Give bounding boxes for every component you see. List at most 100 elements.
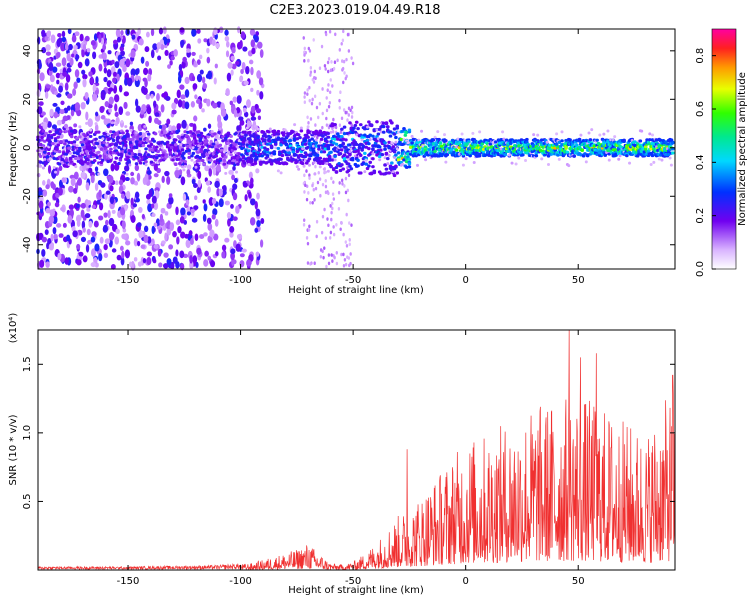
spectrogram-cell (670, 151, 675, 155)
spectrogram-cell (95, 76, 99, 84)
spectrogram-cell (46, 30, 51, 38)
spectrogram-cell (276, 169, 280, 173)
spectrogram-cell (330, 158, 335, 162)
spectrogram-cell (91, 149, 96, 153)
spectrogram-frame (37, 28, 676, 270)
spectrogram-cell (301, 147, 305, 151)
spectrogram-cell (265, 153, 270, 158)
spectrogram-cell (190, 158, 194, 162)
spectrogram-cell (56, 119, 62, 126)
colorbar-gradient (711, 28, 737, 270)
spectrogram-cell (333, 149, 337, 153)
spectrogram-cell (175, 167, 179, 171)
spectrogram-cell (157, 55, 162, 61)
spectrogram-cell (124, 77, 128, 86)
spectrogram-cell (257, 115, 262, 121)
spectrogram-cell (532, 133, 536, 137)
spectrogram-cell (246, 99, 251, 108)
spectrogram-cell (156, 93, 160, 102)
snr-scale-note: (x10⁴) (8, 313, 19, 344)
spectrogram-cell (258, 77, 264, 86)
spectrogram-cell (348, 263, 351, 268)
spectrogram-cell (326, 217, 329, 221)
spectrogram-cell (84, 58, 90, 67)
spectrogram-cell (80, 153, 85, 157)
spectrogram-cell (306, 135, 310, 139)
spectrogram-cell (153, 222, 158, 228)
spectrogram-cell (168, 155, 172, 159)
spectrogram-cell (52, 227, 57, 235)
spectrogram-cell (88, 130, 93, 134)
spectrogram-cell (361, 161, 366, 166)
spectrogram-cell (399, 137, 404, 142)
spectrogram-cell (383, 156, 387, 160)
spectrogram-cell (590, 128, 594, 132)
spectrogram-cell (91, 204, 97, 209)
spectrogram-cell (387, 140, 391, 144)
spectrogram-cell (198, 54, 203, 60)
spectrogram-cell (642, 150, 647, 154)
spectrogram-cell (190, 238, 194, 246)
spectrogram-cell (555, 132, 559, 136)
spectrogram-cell (130, 151, 135, 156)
spectrogram-cell (218, 157, 223, 161)
spectrogram-cell (524, 158, 528, 162)
spectrogram-cell (348, 242, 351, 247)
spectrogram-cell (184, 134, 189, 138)
spectrogram-cell (340, 59, 344, 63)
spectrogram-cell (120, 50, 125, 57)
spectrogram-cell (369, 172, 374, 176)
spectrogram-cell (243, 80, 249, 86)
spectrogram-cell (106, 69, 112, 78)
spectrogram-cell (483, 153, 487, 158)
spectrogram-cell (211, 197, 217, 205)
spectrogram-cell (254, 227, 259, 233)
spectrogram-cell (132, 203, 138, 208)
spectrogram-cell (376, 132, 381, 136)
snr-x-ticks: -150 -100 -50 0 50 (117, 330, 585, 587)
spectrogram-cell (393, 155, 397, 159)
spectrogram-cell (75, 53, 79, 62)
spectrogram-cell (103, 252, 109, 259)
spectrogram-cell (302, 36, 305, 40)
spectrogram-cell (80, 171, 86, 179)
spectrogram-cell (287, 158, 291, 162)
spectrogram-cell (61, 177, 66, 183)
spectrogram-cell (54, 202, 60, 208)
spectrogram-cell (517, 156, 521, 160)
spectrogram-cell (306, 92, 309, 96)
spectrogram-cell (72, 140, 77, 144)
spectrogram-cell (153, 202, 159, 211)
spectrogram-cell (171, 141, 175, 145)
spectrogram-cell (406, 152, 410, 156)
spectrogram-cell (156, 149, 160, 154)
spectrogram-cell (303, 59, 306, 63)
spectrogram-cell (98, 135, 102, 139)
spectrogram-cell (306, 241, 310, 246)
spectrogram-cell (277, 161, 282, 166)
spectrogram-cell (224, 171, 228, 175)
spectrogram-cell (215, 42, 220, 49)
spectrogram-cell (340, 163, 344, 167)
spectrogram-cell (108, 96, 114, 105)
snr-frame (37, 329, 676, 571)
spectrogram-cell (109, 130, 113, 134)
spectrogram-cell (305, 236, 309, 240)
spectrogram-cell (656, 148, 660, 152)
spectrogram-cell (326, 131, 331, 135)
spectrogram-cell (158, 130, 162, 134)
spectrogram-cell (58, 233, 64, 238)
spectrogram-cell (345, 244, 349, 248)
spectrogram-cell (206, 217, 212, 225)
spectrogram-cell (230, 252, 236, 261)
spectrogram-cell (263, 138, 267, 142)
spectrogram-cell (371, 134, 375, 138)
spectrogram-cell (146, 106, 152, 115)
spectrogram-cell (121, 141, 125, 145)
spectrogram-cell (76, 159, 81, 163)
spectrogram-cell (315, 234, 318, 239)
spectrogram-cell (151, 212, 156, 218)
spectrogram-cell (196, 133, 201, 137)
spectrogram-cell (44, 36, 49, 42)
spectrogram-cell (317, 170, 320, 175)
